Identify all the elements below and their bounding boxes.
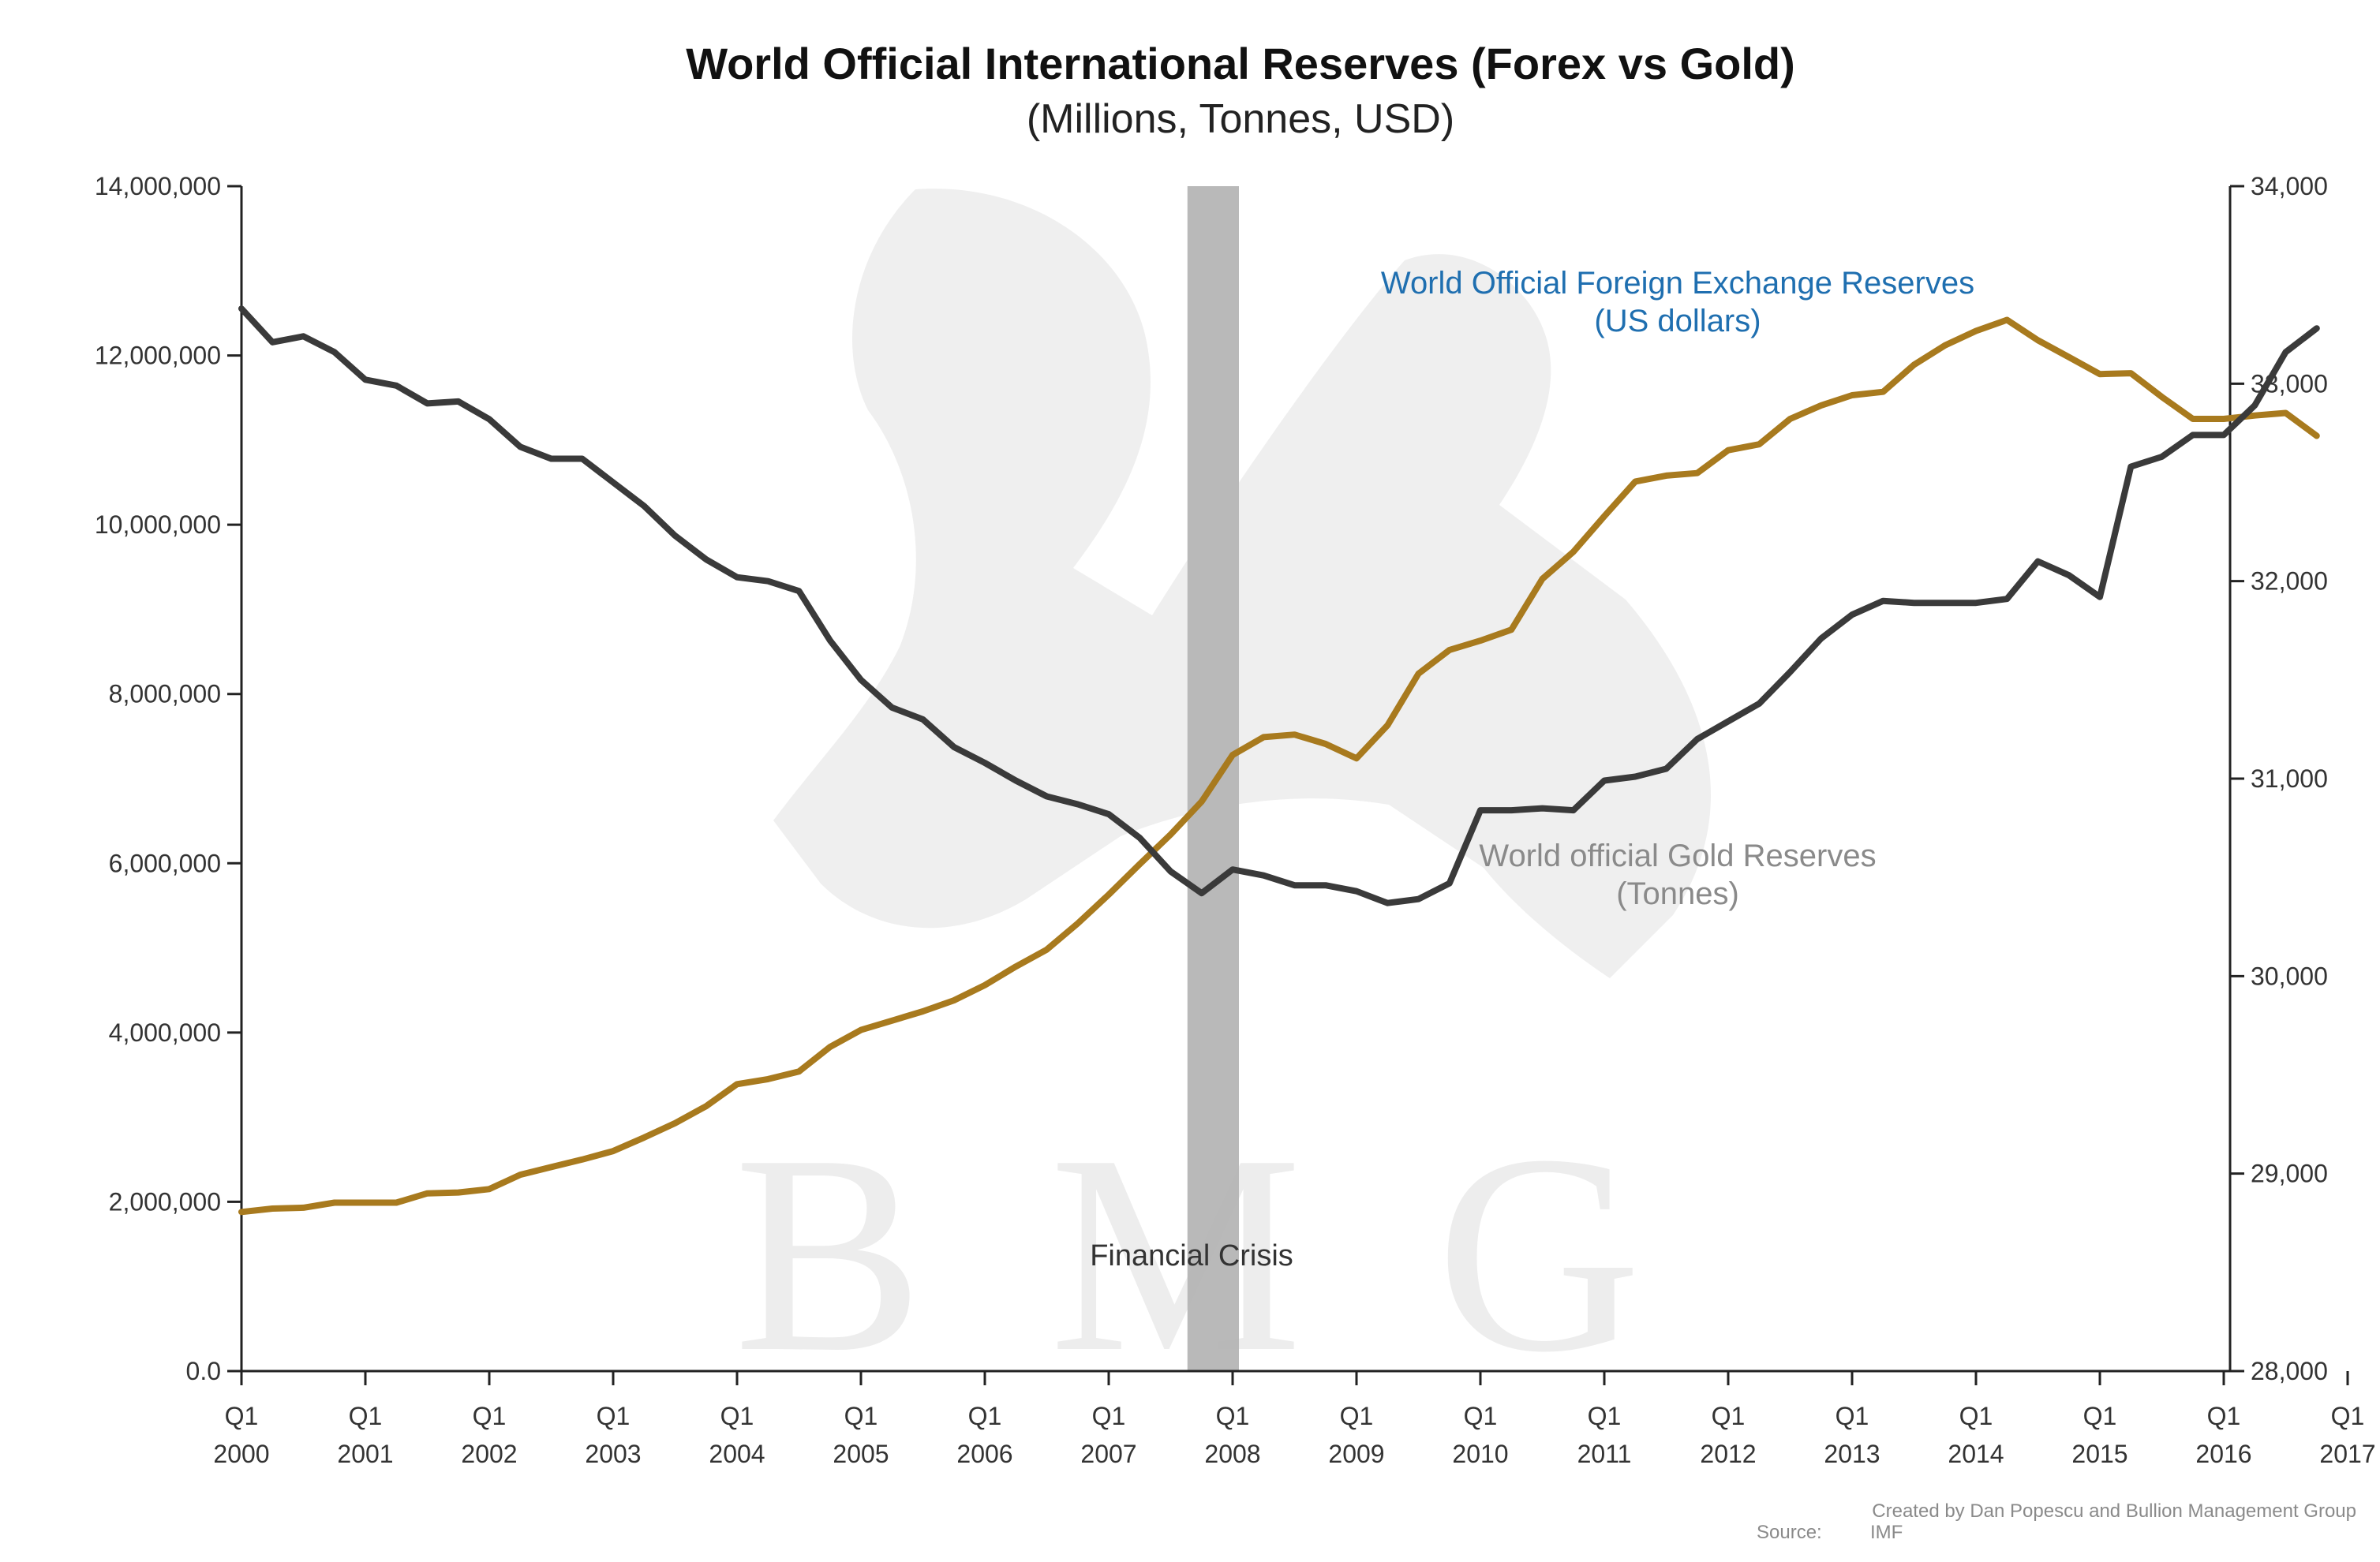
gold-series-label-line1: World official Gold Reserves [1479, 839, 1876, 873]
watermark-letter-b: B [734, 1096, 923, 1411]
left-y-tick-label: 4,000,000 [109, 1018, 221, 1047]
watermark-letter-g: G [1436, 1096, 1641, 1411]
x-tick-label-quarter: Q1 [2207, 1402, 2241, 1430]
forex-series-label-line2: (US dollars) [1594, 304, 1761, 338]
x-tick-label-year: 2007 [1080, 1440, 1136, 1468]
x-tick-label-quarter: Q1 [1588, 1402, 1622, 1430]
x-tick-label-quarter: Q1 [1464, 1402, 1498, 1430]
x-tick-label-year: 2017 [2319, 1440, 2375, 1468]
credit-source-value: IMF [1870, 1522, 1903, 1543]
x-tick-label-quarter: Q1 [473, 1402, 507, 1430]
x-ticks: Q1 2000 Q1 2001 Q1 2002 Q1 2003 Q1 2004 Q1 2005 Q1 20… [213, 1371, 2376, 1468]
right-y-tick-label: 29,000 [2251, 1160, 2328, 1188]
series-line-gold-reserves [238, 305, 2320, 906]
x-tick-label-quarter: Q1 [2083, 1402, 2117, 1430]
x-tick-label-year: 2010 [1452, 1440, 1508, 1468]
x-tick-label-year: 2012 [1700, 1440, 1756, 1468]
x-tick-label-quarter: Q1 [1712, 1402, 1746, 1430]
x-tick-label-year: 2015 [2071, 1440, 2127, 1468]
x-tick-label-year: 2004 [709, 1440, 765, 1468]
x-tick-label-year: 2009 [1328, 1440, 1384, 1468]
x-tick-label-year: 2014 [1948, 1440, 2004, 1468]
x-tick-label-year: 2016 [2195, 1440, 2251, 1468]
x-tick-label-quarter: Q1 [225, 1402, 259, 1430]
x-tick-label-quarter: Q1 [844, 1402, 878, 1430]
x-tick-label-year: 2013 [1824, 1440, 1880, 1468]
x-tick-label-year: 2005 [833, 1440, 889, 1468]
x-tick-label-year: 2008 [1204, 1440, 1260, 1468]
x-tick-label-year: 2000 [213, 1440, 269, 1468]
financial-crisis-label: Financial Crisis [1090, 1239, 1293, 1272]
right-y-tick-label: 30,000 [2251, 962, 2328, 990]
x-tick-label-quarter: Q1 [720, 1402, 754, 1430]
x-tick-label-quarter: Q1 [1216, 1402, 1250, 1430]
x-tick-label-quarter: Q1 [349, 1402, 383, 1430]
watermark-griffin-shape [773, 189, 1711, 979]
x-tick-label-quarter: Q1 [1340, 1402, 1374, 1430]
credit-source-label: Source: [1757, 1522, 1822, 1543]
x-tick-label-year: 2002 [461, 1440, 517, 1468]
left-y-tick-label: 12,000,000 [95, 342, 221, 370]
right-y-tick-label: 28,000 [2251, 1357, 2328, 1385]
x-tick-label-quarter: Q1 [2331, 1402, 2365, 1430]
x-tick-label-quarter: Q1 [968, 1402, 1002, 1430]
left-y-ticks: 0.0 2,000,000 4,000,000 6,000,000 8,000,000 1… [95, 172, 241, 1385]
series-line-forex-reserves [238, 316, 2320, 1216]
chart-subtitle: (Millions, Tonnes, USD) [1027, 96, 1454, 142]
x-tick-label-quarter: Q1 [1959, 1402, 1993, 1430]
left-y-tick-label: 2,000,000 [109, 1187, 221, 1216]
right-y-ticks: 28,00029,00030,00031,00032,00033,00034,0… [2230, 172, 2328, 1385]
left-y-tick-label: 6,000,000 [109, 849, 221, 877]
x-tick-label-year: 2001 [337, 1440, 393, 1468]
right-y-tick-label: 34,000 [2251, 172, 2328, 200]
forex-series-label-line1: World Official Foreign Exchange Reserves [1381, 266, 1974, 301]
x-tick-label-year: 2011 [1577, 1440, 1632, 1468]
x-tick-label-quarter: Q1 [1836, 1402, 1869, 1430]
left-y-tick-label: 14,000,000 [95, 172, 221, 200]
x-tick-label-quarter: Q1 [1092, 1402, 1126, 1430]
x-tick-label-year: 2006 [956, 1440, 1012, 1468]
credit-line: Created by Dan Popescu and Bullion Manag… [1872, 1500, 2356, 1522]
left-y-tick-label: 0.0 [186, 1357, 221, 1385]
gold-series-label-line2: (Tonnes) [1616, 876, 1739, 911]
left-y-tick-label: 8,000,000 [109, 680, 221, 708]
x-tick-label-quarter: Q1 [597, 1402, 631, 1430]
chart-title: World Official International Reserves (F… [686, 39, 1795, 88]
watermark-letter-m: M [1050, 1096, 1302, 1411]
x-tick-label-year: 2003 [585, 1440, 641, 1468]
left-y-tick-label: 10,000,000 [95, 510, 221, 539]
right-y-tick-label: 31,000 [2251, 764, 2328, 793]
bmg-watermark: B M G [734, 189, 1711, 1411]
right-y-tick-label: 32,000 [2251, 567, 2328, 596]
